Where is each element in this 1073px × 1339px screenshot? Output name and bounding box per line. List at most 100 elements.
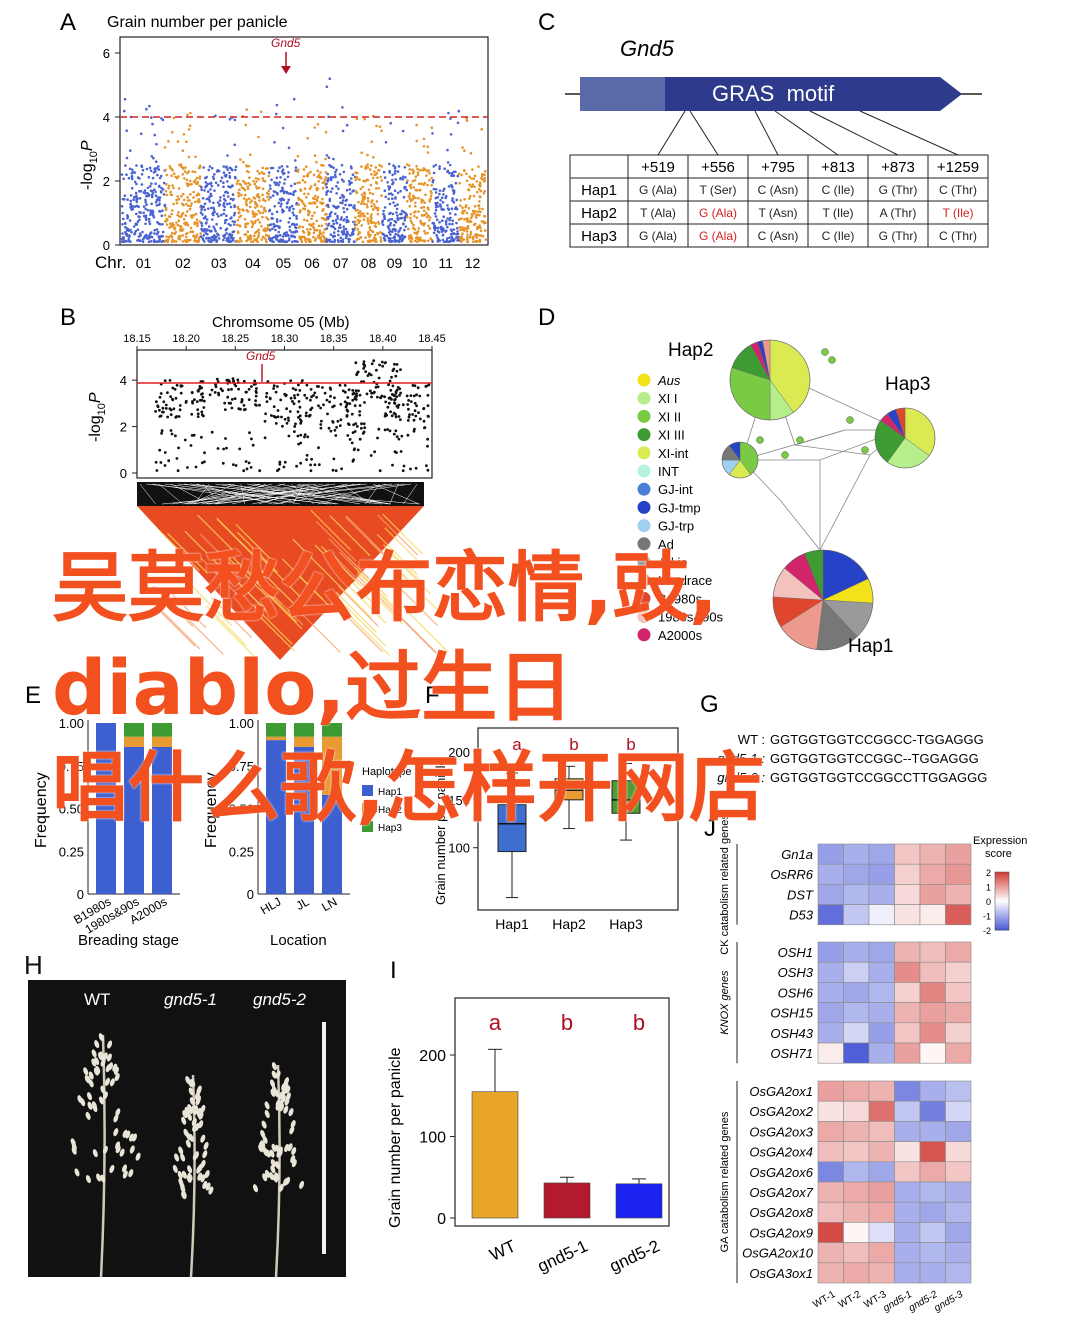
f-ytick-label: 150	[448, 793, 470, 808]
b-snp-point	[258, 469, 262, 473]
j-heat-cell	[817, 1100, 844, 1122]
j-heat-cell	[945, 1222, 972, 1243]
e-bar-hap3	[266, 723, 286, 737]
allele-cell: C (Ile)	[822, 229, 855, 243]
b-snp-point	[223, 408, 227, 411]
b-snp-point	[407, 399, 410, 402]
j-heat-cell	[919, 1002, 946, 1024]
b-snp-point	[422, 407, 425, 411]
b-snp-point	[317, 404, 320, 408]
b-snp-point	[376, 385, 380, 389]
b-snp-point	[226, 378, 230, 382]
j-heat-cell	[894, 1100, 921, 1122]
e-category-label: JL	[294, 894, 312, 913]
snp-position: +1259	[937, 159, 979, 176]
j-heat-cell	[919, 1161, 946, 1183]
b-snp-point	[236, 378, 240, 382]
b-snp-point	[193, 398, 196, 401]
j-column-label: gnd5-3	[933, 1289, 966, 1314]
j-heat-cell	[817, 982, 844, 1003]
e-bar-hap1	[152, 746, 172, 894]
j-gene-label: OsGA2ox2	[749, 1104, 813, 1119]
b-snp-point	[244, 460, 248, 463]
j-heat-cell	[894, 1141, 921, 1163]
b-snp-point	[274, 422, 278, 425]
e-legend-swatch	[362, 785, 373, 796]
b-snp-point	[177, 446, 181, 450]
b-xtick-label: 18.15	[123, 333, 151, 345]
j-heat-cell	[868, 1080, 895, 1102]
b-snp-point	[358, 404, 362, 407]
b-snp-point	[245, 390, 248, 394]
b-snp-point	[358, 437, 362, 441]
b-snp-point	[296, 393, 300, 397]
legend-label: Landrace	[658, 573, 712, 588]
j-heat-cell	[919, 1141, 946, 1163]
j-heat-cell	[817, 863, 844, 885]
b-snp-point	[415, 404, 418, 408]
legend-label: GJ-trp	[658, 519, 694, 534]
b-snp-point	[317, 463, 321, 467]
chr-11-points	[431, 109, 461, 244]
b-snp-point	[265, 391, 269, 395]
b-snp-point	[415, 393, 418, 397]
b-snp-point	[406, 433, 410, 437]
b-snp-point	[247, 461, 251, 465]
g-sequence: GGTGGTGGTCCGGCC-TGGAGGG	[770, 732, 984, 747]
b-xtick-label: 18.30	[271, 333, 299, 345]
legend-swatch	[637, 591, 651, 605]
b-snp-point	[364, 370, 368, 373]
j-heat-cell	[945, 904, 972, 926]
b-snp-point	[413, 401, 417, 405]
e-bar-hap2	[294, 736, 314, 747]
b-snp-point	[422, 419, 426, 423]
b-snp-point	[310, 457, 313, 461]
f-box-hap1	[497, 804, 527, 853]
i-ytick-label: 100	[419, 1130, 446, 1147]
b-snp-point	[238, 447, 242, 451]
b-snp-point	[230, 406, 234, 410]
hap1-pie	[772, 549, 874, 651]
b-snp-point	[164, 407, 168, 410]
b-snp-point	[289, 396, 293, 400]
panel-a-title: Grain number per panicle	[107, 14, 288, 31]
panel-a-axes	[119, 36, 489, 246]
e-bar-hap3	[322, 723, 342, 737]
b-snp-point	[168, 407, 172, 411]
allele-cell: C (Ile)	[822, 183, 855, 197]
j-heat-cell	[919, 884, 946, 905]
panel-e-xlabel-1: Breading stage	[78, 932, 179, 949]
panel-e-legend-title: Haplotype	[362, 766, 412, 778]
j-heat-cell	[894, 1080, 921, 1102]
panel-c-letter: C	[538, 9, 555, 36]
b-snp-point	[276, 385, 279, 388]
b-snp-point	[416, 386, 420, 390]
snp-position: +556	[701, 159, 735, 176]
j-heat-cell	[817, 1022, 844, 1044]
chr-05-points	[267, 97, 299, 244]
b-snp-point	[299, 433, 303, 437]
b-snp-point	[286, 416, 290, 420]
j-heat-cell	[817, 961, 844, 983]
b-snp-point	[225, 446, 228, 450]
b-snp-point	[242, 379, 246, 383]
j-heat-cell	[919, 1201, 946, 1223]
i-sig-letter: b	[561, 1010, 573, 1035]
b-snp-point	[272, 384, 276, 388]
b-snp-point	[393, 401, 396, 405]
b-snp-point	[200, 461, 204, 465]
b-snp-point	[338, 424, 342, 427]
b-snp-point	[295, 464, 298, 468]
e-bar-hap2	[152, 736, 172, 747]
j-gene-label: OSH1	[778, 945, 813, 960]
b-snp-point	[408, 413, 411, 417]
network-node	[846, 416, 854, 424]
b-snp-point	[411, 413, 415, 416]
panel-b-ylabel: -log10P	[87, 392, 108, 442]
b-snp-point	[196, 412, 200, 416]
b-snp-point	[298, 405, 302, 409]
j-heat-cell	[894, 1181, 921, 1203]
network-edge	[741, 429, 846, 461]
legend-swatch	[637, 409, 651, 423]
b-snp-point	[163, 379, 167, 383]
